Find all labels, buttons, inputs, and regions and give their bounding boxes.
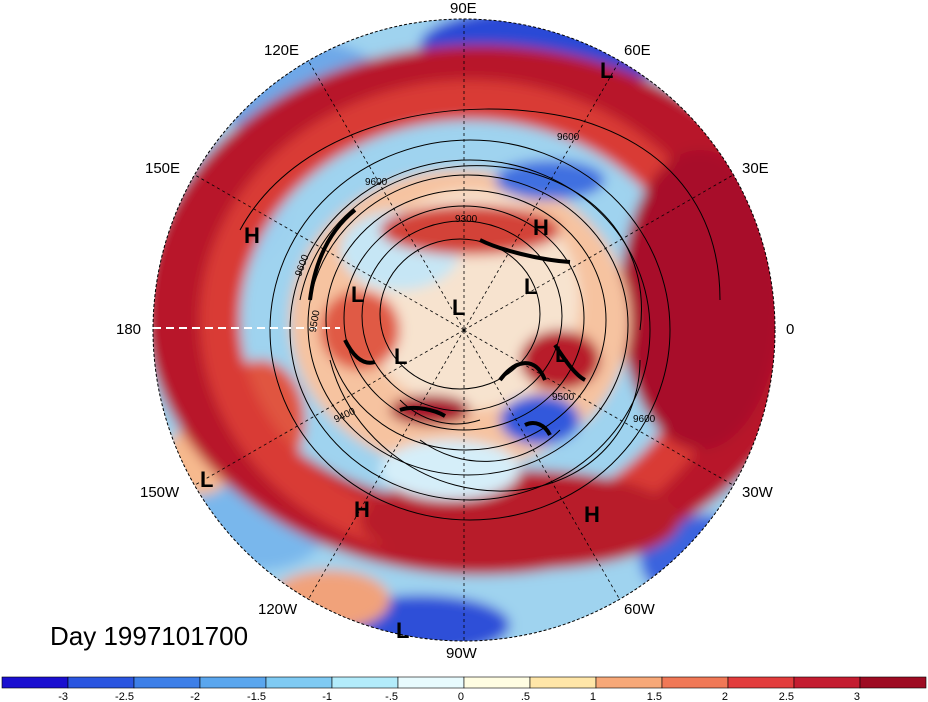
map-boundary — [152, 18, 776, 642]
colorbar-tick-label: 3 — [854, 691, 860, 702]
colorbar-swatch — [793, 676, 861, 689]
graticule — [194, 19, 734, 641]
colorbar-swatch — [265, 676, 333, 689]
colorbar: -3 -2.5 -2 -1.5 -1 -.5 0 .5 1 1.5 2 2.5 3 — [1, 676, 927, 702]
colorbar-tick-label: 1.5 — [647, 691, 662, 702]
colorbar-tick-label: -2 — [190, 691, 200, 702]
lon-150e: 150E — [145, 160, 180, 177]
marker-l-8: L — [396, 618, 409, 643]
colorbar-swatch — [67, 676, 135, 689]
colorbar-swatch — [199, 676, 267, 689]
lon-60w: 60W — [624, 601, 656, 618]
colorbar-tick-label: 1 — [590, 691, 596, 702]
colorbar-tick-label: 2.5 — [779, 691, 794, 702]
colorbar-tick-label: -.5 — [385, 691, 398, 702]
contour-label: 9500 — [308, 309, 323, 333]
contour-label: 9600 — [365, 177, 388, 188]
contour-label: 9300 — [455, 214, 478, 225]
colorbar-swatch — [859, 676, 927, 689]
colorbar-swatch — [727, 676, 795, 689]
marker-h-1: H — [244, 223, 260, 248]
colorbar-swatch — [397, 676, 465, 689]
lon-30e: 30E — [742, 160, 769, 177]
marker-h-2: H — [533, 215, 549, 240]
thick-contours — [308, 208, 587, 436]
marker-l-4: L — [524, 274, 537, 299]
lon-180: 180 — [116, 321, 141, 338]
marker-l-3: L — [452, 295, 465, 320]
map-disk — [153, 19, 775, 641]
colorbar-tick-label: -1 — [322, 691, 332, 702]
colorbar-swatch — [463, 676, 531, 689]
marker-l-5: L — [394, 344, 407, 369]
marker-l-7: L — [200, 467, 213, 492]
colorbar-tick-label: 2 — [722, 691, 728, 702]
marker-l-1: L — [600, 58, 613, 83]
date-label: Day 1997101700 — [50, 621, 248, 651]
lon-150w: 150W — [140, 484, 180, 501]
contour-label: 9500 — [552, 392, 575, 403]
lon-30w: 30W — [742, 484, 774, 501]
marker-l-6: L — [555, 342, 568, 367]
colorbar-swatch — [331, 676, 399, 689]
colorbar-tick-label: 0 — [458, 691, 464, 702]
colorbar-tick-label: -3 — [58, 691, 68, 702]
marker-l-2: L — [351, 282, 364, 307]
contour-label: 9600 — [557, 132, 580, 143]
contour-label: 9600 — [633, 414, 656, 425]
colorbar-swatch — [1, 676, 69, 689]
colorbar-swatch — [133, 676, 201, 689]
marker-h-4: H — [584, 502, 600, 527]
colorbar-swatch — [595, 676, 663, 689]
colorbar-swatch — [529, 676, 597, 689]
marker-h-3: H — [354, 497, 370, 522]
colorbar-swatch — [661, 676, 729, 689]
colorbar-tick-label: .5 — [521, 691, 530, 702]
lon-60e: 60E — [624, 42, 651, 59]
lon-90e: 90E — [450, 0, 477, 17]
lon-120w: 120W — [258, 601, 298, 618]
colorbar-tick-label: -2.5 — [115, 691, 134, 702]
colorbar-tick-label: -1.5 — [247, 691, 266, 702]
lon-90w: 90W — [446, 645, 478, 662]
pressure-markers: L H H L L L L L L H H L — [200, 58, 613, 643]
longitude-labels: 90E 60E 30E 0 30W 60W 90W 120W 150W 180 … — [116, 0, 794, 662]
lon-0: 0 — [786, 321, 794, 338]
lon-120e: 120E — [264, 42, 299, 59]
